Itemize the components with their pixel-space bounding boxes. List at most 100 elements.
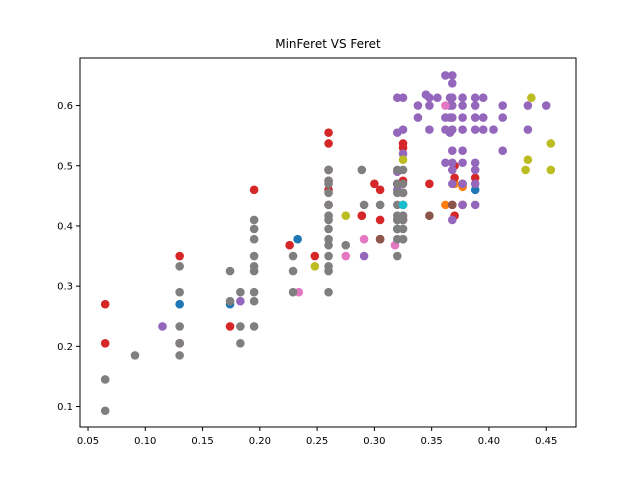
data-point (433, 93, 442, 103)
data-point (425, 93, 434, 103)
data-point (478, 125, 488, 134)
data-point (359, 234, 369, 244)
x-tick-label: 0.40 (478, 436, 500, 447)
data-point (324, 128, 333, 137)
data-point (398, 215, 408, 225)
data-point (175, 299, 184, 309)
data-point (458, 113, 467, 122)
data-point (546, 139, 556, 148)
x-tick-label: 0.30 (363, 436, 385, 447)
data-point (523, 101, 533, 110)
y-tick-label: 0.3 (57, 282, 73, 293)
data-point (470, 125, 480, 134)
data-point (498, 146, 507, 155)
data-point (285, 240, 294, 250)
data-point (236, 322, 245, 331)
data-point (324, 287, 333, 297)
data-point (441, 101, 450, 110)
data-point (324, 215, 333, 225)
data-point (541, 101, 551, 110)
data-point (470, 185, 480, 195)
data-point (357, 211, 367, 221)
data-point (470, 173, 480, 183)
data-point (425, 211, 434, 221)
data-point (249, 224, 259, 234)
x-tick-label: 0.20 (249, 436, 271, 447)
data-point (341, 251, 351, 261)
data-point (447, 158, 457, 168)
data-point (447, 215, 457, 225)
data-point (425, 101, 434, 110)
data-point (175, 287, 184, 297)
data-point (398, 188, 408, 198)
data-point (441, 158, 450, 168)
y-tick-label: 0.1 (57, 402, 73, 413)
data-point (225, 266, 235, 276)
data-point (236, 339, 245, 348)
data-point (498, 113, 507, 122)
x-tick-label: 0.10 (134, 436, 156, 447)
data-point (470, 179, 480, 189)
data-point (393, 251, 402, 261)
data-point (324, 200, 333, 210)
data-point (447, 146, 457, 155)
data-point (293, 234, 302, 244)
data-point (175, 339, 184, 348)
x-tick-label: 0.25 (306, 436, 328, 447)
data-point (249, 322, 259, 331)
data-point (489, 125, 498, 134)
data-point (375, 185, 385, 195)
data-point (324, 224, 333, 234)
data-point (523, 155, 533, 165)
data-point (413, 101, 423, 110)
data-point (341, 211, 351, 221)
data-point (359, 251, 369, 261)
data-point (470, 93, 480, 103)
data-point (225, 296, 235, 306)
x-axis: 0.05 0.10 0.15 0.20 0.25 0.30 0.35 0.40 0.45 (77, 427, 557, 447)
data-point (310, 261, 320, 271)
data-point (398, 125, 408, 134)
data-point (413, 113, 423, 122)
data-point (324, 139, 333, 148)
data-point (324, 266, 333, 276)
data-point (225, 322, 235, 331)
y-tick-label: 0.5 (57, 161, 73, 172)
data-point (324, 240, 333, 250)
chart-title: MinFeret VS Feret (275, 37, 381, 51)
data-point (100, 406, 110, 416)
data-point (447, 165, 457, 175)
x-tick-label: 0.15 (191, 436, 213, 447)
data-point (398, 93, 408, 103)
data-point (288, 266, 298, 276)
data-point (249, 215, 259, 225)
data-point (130, 351, 140, 360)
data-point (398, 224, 408, 234)
data-point (398, 234, 408, 244)
data-point (447, 125, 457, 134)
data-point (249, 296, 259, 306)
data-point (100, 375, 110, 384)
data-point (470, 158, 480, 168)
data-point (447, 71, 457, 80)
data-point (441, 200, 450, 210)
data-point (288, 287, 298, 297)
data-point (249, 287, 259, 297)
data-point (175, 261, 184, 271)
data-point (375, 200, 385, 210)
data-point (546, 165, 556, 175)
points-layer (100, 71, 556, 416)
data-point (447, 179, 457, 189)
data-point (523, 125, 533, 134)
x-tick-label: 0.05 (77, 436, 99, 447)
data-point (249, 251, 259, 261)
data-point (470, 101, 480, 110)
data-point (527, 93, 536, 103)
data-point (324, 165, 333, 175)
data-point (398, 149, 408, 159)
data-point (175, 322, 184, 331)
data-point (425, 179, 434, 189)
data-point (458, 200, 467, 210)
data-point (375, 234, 385, 244)
